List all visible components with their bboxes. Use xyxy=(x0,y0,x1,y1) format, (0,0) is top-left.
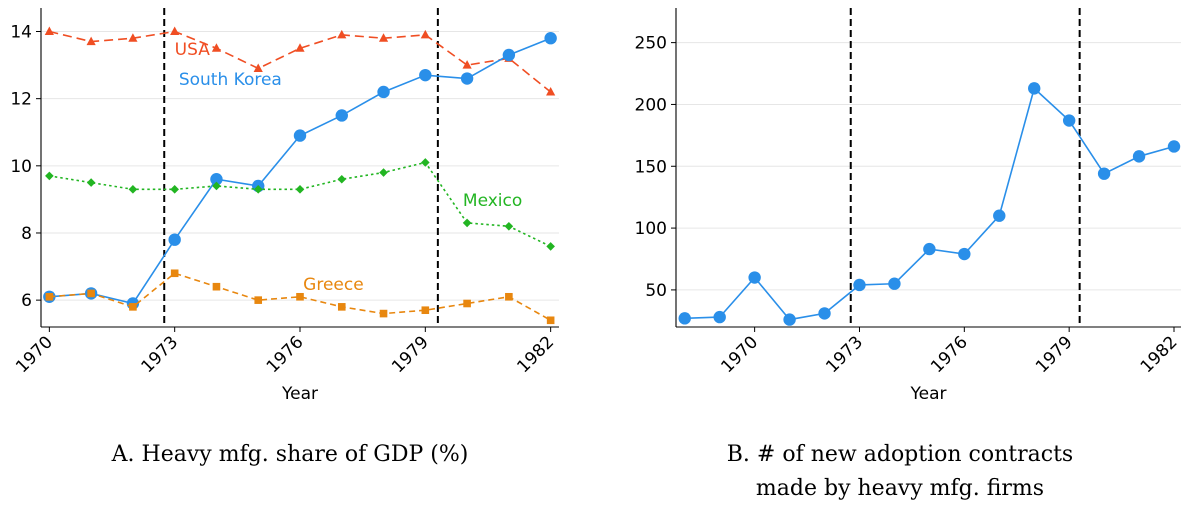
series-1-line xyxy=(684,86,1175,321)
y-tick-label-200: 200 xyxy=(635,95,667,115)
series-1-point-1973 xyxy=(853,278,866,292)
y-tick-label-10: 10 xyxy=(10,157,32,177)
usa-point-1972 xyxy=(128,33,138,42)
series-1-point-1978 xyxy=(1028,82,1041,95)
x-tick-label-1970: 1970 xyxy=(12,332,57,377)
series-1-point-1975 xyxy=(923,242,936,256)
mexico-point-1973 xyxy=(170,185,179,194)
y-tick-label-100: 100 xyxy=(635,219,667,239)
y-tick-label-8: 8 xyxy=(21,224,32,244)
usa-point-1977 xyxy=(337,29,347,39)
y-tick-label-50: 50 xyxy=(645,281,667,301)
greece-point-1982 xyxy=(546,316,555,325)
south-korea-point-1974 xyxy=(210,173,223,186)
x-tick-label-1979: 1979 xyxy=(1032,332,1077,377)
y-tick-label-12: 12 xyxy=(10,90,32,110)
greece-point-1980 xyxy=(463,299,471,308)
mexico-point-1980 xyxy=(462,218,472,228)
mexico-point-1975 xyxy=(253,185,263,194)
south-korea-point-1980 xyxy=(460,72,474,85)
south-korea-point-1979 xyxy=(419,68,432,82)
usa-point-1971 xyxy=(86,36,96,46)
usa-point-1980 xyxy=(462,60,472,69)
panel-b-adoption-contracts: 50 100 150 200 250 1970 1973 1976 1979 1982 Year xyxy=(635,8,1182,404)
greece-label: Greece xyxy=(303,275,364,295)
greece-point-1974 xyxy=(212,282,221,291)
greece-point-1975 xyxy=(254,296,263,304)
mexico-point-1977 xyxy=(337,174,347,184)
caption-panel-b: B. # of new adoption contracts made by h… xyxy=(650,438,1150,506)
series-1-point-1968 xyxy=(678,312,691,325)
x-tick-label-1976: 1976 xyxy=(263,332,308,377)
series-1-point-1980 xyxy=(1097,167,1111,180)
mexico-point-1976 xyxy=(295,185,305,194)
mexico-point-1970 xyxy=(45,171,54,181)
y-tick-label-150: 150 xyxy=(635,157,667,177)
usa-point-1974 xyxy=(211,43,222,52)
usa-line xyxy=(49,30,552,93)
mexico-point-1979 xyxy=(421,158,430,167)
x-axis-label: Year xyxy=(910,384,947,404)
y-tick-label-250: 250 xyxy=(635,34,667,54)
greece-point-1972 xyxy=(129,303,137,311)
south-korea-point-1976 xyxy=(293,129,307,142)
caption-panel-a: A. Heavy mfg. share of GDP (%) xyxy=(111,442,469,467)
mexico-point-1972 xyxy=(128,185,138,194)
x-axis-label: Year xyxy=(281,384,318,404)
x-tick-label-1979: 1979 xyxy=(388,332,433,377)
series-1-point-1974 xyxy=(888,277,901,290)
south-korea-point-1978 xyxy=(377,85,390,99)
mexico-point-1978 xyxy=(379,168,388,177)
mexico-point-1981 xyxy=(504,221,514,231)
x-tick-label-1982: 1982 xyxy=(513,332,558,377)
south-korea-point-1981 xyxy=(502,48,516,62)
usa-point-1975 xyxy=(253,63,263,72)
south-korea-point-1973 xyxy=(168,233,181,246)
x-tick-label-1973: 1973 xyxy=(137,332,182,377)
greece-point-1981 xyxy=(505,292,513,301)
mexico-point-1982 xyxy=(546,242,555,251)
greece-point-1971 xyxy=(87,289,95,298)
greece-point-1979 xyxy=(421,306,430,315)
usa-point-1973 xyxy=(170,26,180,36)
mexico-point-1971 xyxy=(86,178,96,187)
mexico-point-1974 xyxy=(212,181,221,191)
x-tick-label-1982: 1982 xyxy=(1137,332,1182,377)
greece-point-1973 xyxy=(170,269,179,278)
usa-point-1970 xyxy=(44,26,54,36)
series-1-point-1969 xyxy=(713,310,726,324)
y-tick-label-6: 6 xyxy=(21,291,32,311)
series-1-point-1972 xyxy=(818,307,831,320)
caption-panel-b-line1: B. # of new adoption contracts xyxy=(726,442,1074,467)
y-tick-label-14: 14 xyxy=(10,23,32,43)
series-1-point-1982 xyxy=(1167,140,1181,153)
mexico-label: Mexico xyxy=(463,191,522,211)
usa-point-1976 xyxy=(295,43,305,52)
greece-point-1978 xyxy=(379,309,388,318)
caption-panel-b-line2: made by heavy mfg. firms xyxy=(755,476,1045,501)
x-tick-label-1970: 1970 xyxy=(717,332,762,377)
south-korea-point-1982 xyxy=(544,32,557,45)
x-tick-label-1976: 1976 xyxy=(927,332,972,377)
greece-point-1970 xyxy=(45,292,54,301)
x-tick-label-1973: 1973 xyxy=(822,332,867,377)
usa-point-1978 xyxy=(378,33,389,42)
usa-label: USA xyxy=(175,40,211,60)
panel-a-heavy-mfg-share: 6 8 10 12 14 1970 1973 1976 1979 1982 Year USA South… xyxy=(10,8,559,404)
south-korea-label: South Korea xyxy=(179,70,282,90)
series-1-point-1970 xyxy=(748,271,761,284)
south-korea-line xyxy=(49,37,551,305)
series-1-point-1979 xyxy=(1062,114,1076,127)
series-1-point-1981 xyxy=(1132,150,1146,163)
series-1-point-1977 xyxy=(993,209,1006,222)
series-1-point-1971 xyxy=(783,313,796,326)
usa-point-1982 xyxy=(546,86,556,96)
greece-point-1976 xyxy=(296,292,304,301)
south-korea-point-1977 xyxy=(335,109,348,122)
greece-point-1977 xyxy=(337,303,346,311)
usa-point-1979 xyxy=(420,29,430,39)
series-1-point-1976 xyxy=(958,247,971,261)
